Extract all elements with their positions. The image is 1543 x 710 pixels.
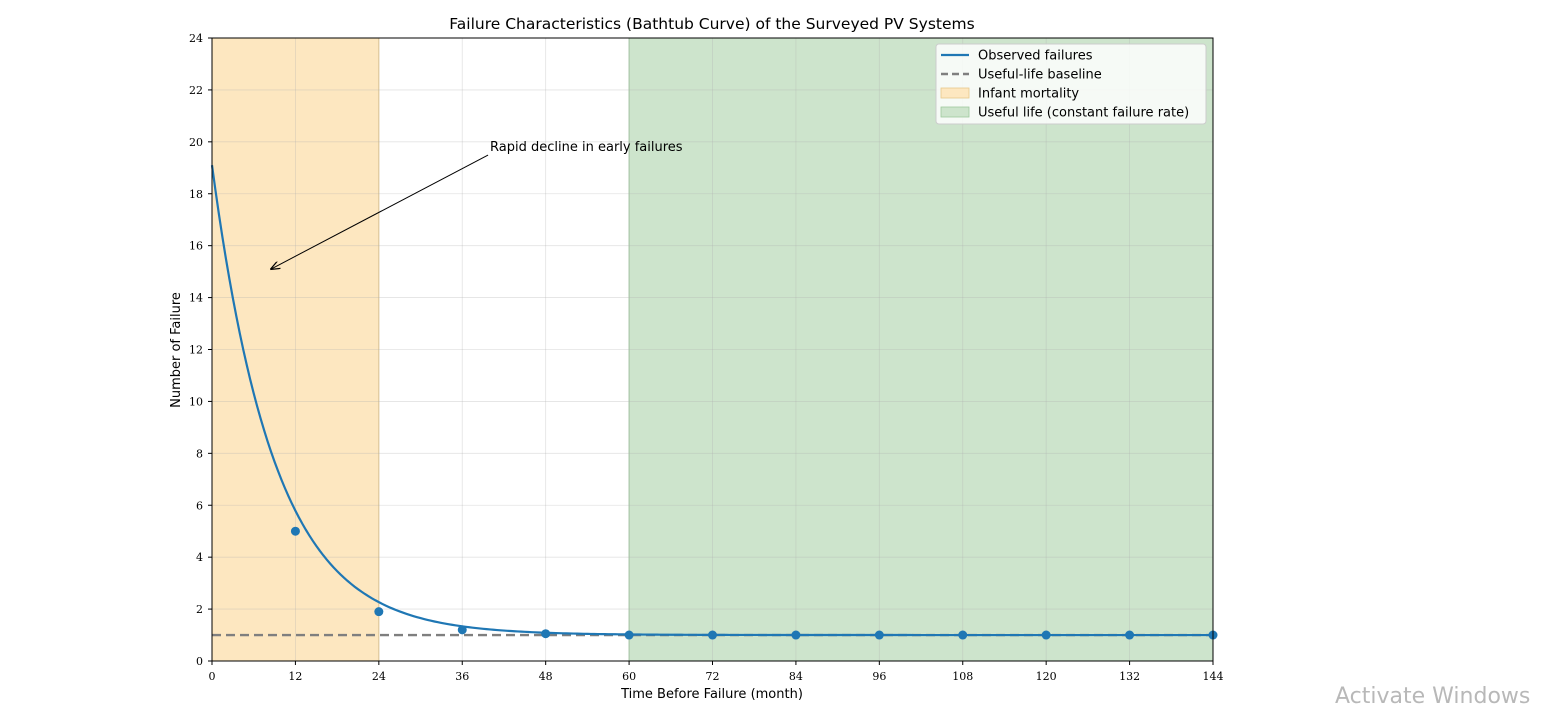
y-tick-label: 6	[196, 499, 203, 512]
x-axis-label: Time Before Failure (month)	[620, 687, 803, 702]
observed-point-3	[541, 629, 551, 639]
x-tick-label: 0	[209, 670, 216, 683]
region-1	[629, 38, 1213, 661]
annotation-text: Rapid decline in early failures	[490, 140, 683, 155]
chart-title: Failure Characteristics (Bathtub Curve) …	[449, 15, 974, 33]
legend-swatch-patch	[940, 106, 970, 118]
observed-point-10	[1125, 630, 1135, 640]
y-tick-label: 8	[196, 447, 203, 460]
x-tick-label: 60	[622, 670, 636, 683]
y-tick-label: 2	[196, 603, 203, 616]
x-tick-label: 24	[372, 670, 386, 683]
x-tick-label: 108	[952, 670, 973, 683]
x-tick-label: 36	[455, 670, 469, 683]
region-0	[212, 38, 379, 661]
legend-label: Infant mortality	[978, 87, 1079, 102]
observed-point-4	[624, 630, 634, 640]
y-tick-label: 22	[189, 84, 203, 97]
activate-windows-watermark: Activate Windows	[1335, 684, 1531, 709]
x-tick-label: 132	[1119, 670, 1140, 683]
y-tick-label: 4	[196, 551, 203, 564]
y-tick-label: 0	[196, 655, 203, 668]
legend-label: Observed failures	[978, 49, 1093, 64]
y-tick-label: 10	[189, 395, 203, 408]
y-tick-label: 16	[189, 240, 203, 253]
y-tick-label: 14	[189, 292, 203, 305]
y-tick-label: 24	[189, 32, 203, 45]
y-axis-label: Number of Failure	[169, 292, 184, 408]
x-tick-label: 48	[539, 670, 553, 683]
observed-point-7	[874, 630, 884, 640]
y-tick-label: 20	[189, 136, 203, 149]
observed-point-5	[708, 630, 717, 640]
legend-swatch-patch	[940, 87, 970, 99]
annotation: Rapid decline in early failures	[271, 140, 683, 269]
x-tick-label: 12	[288, 670, 302, 683]
x-tick-label: 96	[872, 670, 886, 683]
observed-point-1	[374, 607, 384, 617]
x-tick-label: 144	[1203, 670, 1224, 683]
observed-point-6	[791, 630, 801, 640]
legend-label: Useful life (constant failure rate)	[978, 106, 1189, 121]
y-tick-label: 12	[189, 344, 203, 357]
legend: Observed failures Useful-life baseline Inf…	[935, 43, 1207, 125]
y-tick-label: 18	[189, 188, 203, 201]
observed-point-2	[457, 625, 467, 635]
x-tick-label: 120	[1036, 670, 1057, 683]
annotation-arrow	[271, 154, 489, 269]
observed-point-8	[958, 630, 968, 640]
legend-label: Useful-life baseline	[978, 68, 1102, 83]
x-tick-label: 72	[706, 670, 720, 683]
x-tick-label: 84	[789, 670, 803, 683]
observed-point-9	[1041, 630, 1051, 640]
observed-point-0	[290, 526, 300, 536]
legend-box	[935, 43, 1207, 125]
